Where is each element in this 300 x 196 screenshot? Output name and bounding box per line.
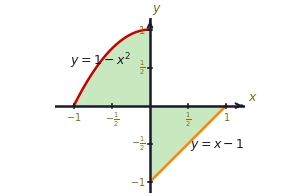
Text: $-1$: $-1$	[66, 111, 82, 123]
Text: $y=1-x^2$: $y=1-x^2$	[70, 52, 131, 71]
Text: $y$: $y$	[152, 3, 162, 17]
Text: $x$: $x$	[248, 91, 258, 104]
Text: $\frac{1}{2}$: $\frac{1}{2}$	[185, 111, 191, 129]
Text: $-1$: $-1$	[130, 176, 146, 188]
Text: $1$: $1$	[138, 24, 146, 35]
Text: $-\frac{1}{2}$: $-\frac{1}{2}$	[131, 135, 146, 153]
Text: $\frac{1}{2}$: $\frac{1}{2}$	[139, 58, 146, 77]
Text: $y=x-1$: $y=x-1$	[190, 137, 244, 153]
Text: $1$: $1$	[223, 111, 230, 123]
Text: $-\frac{1}{2}$: $-\frac{1}{2}$	[105, 111, 119, 129]
